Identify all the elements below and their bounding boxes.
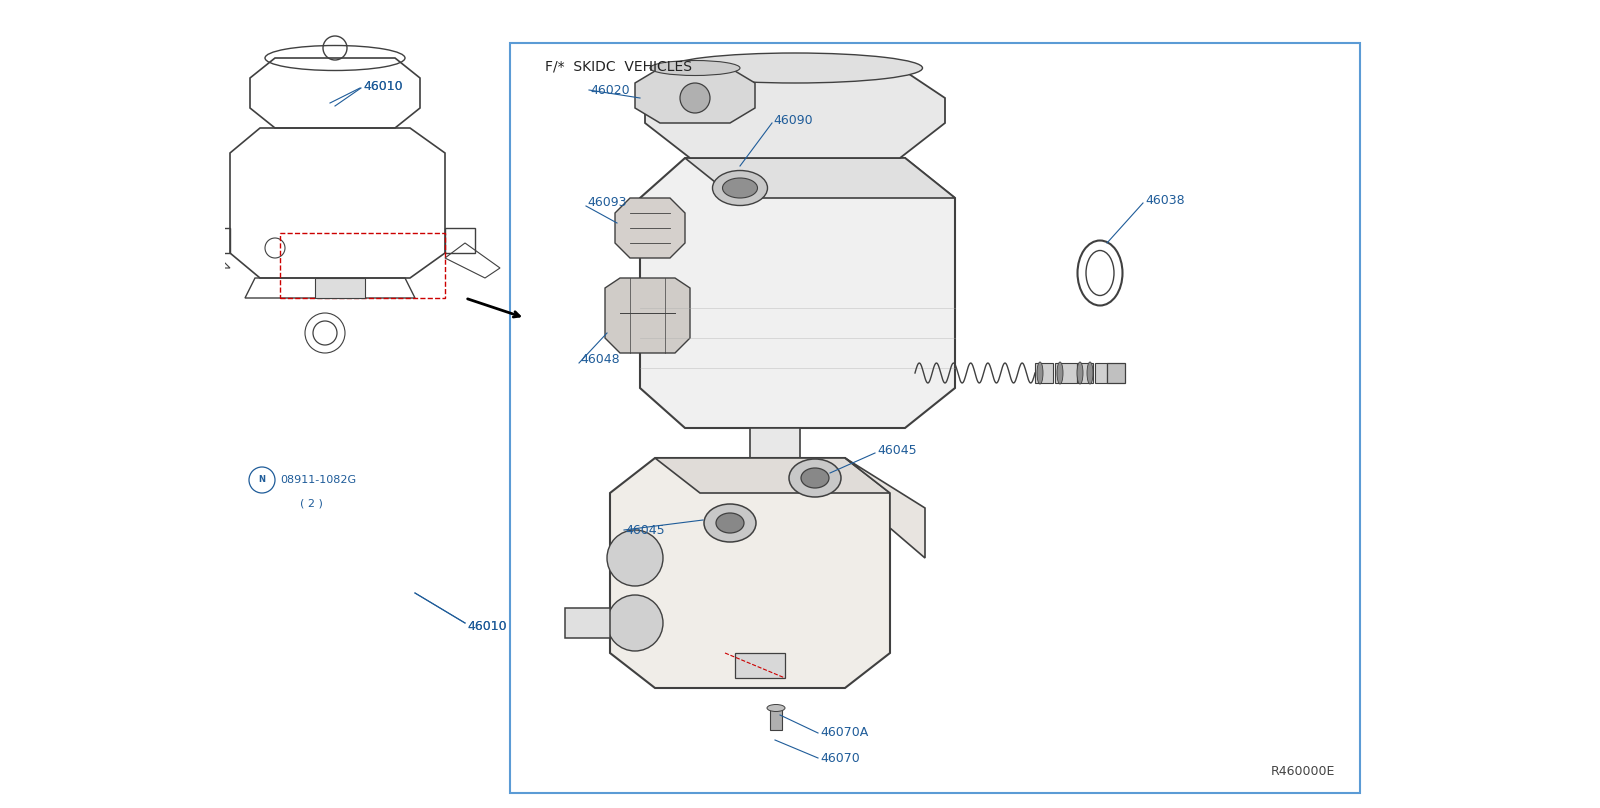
Polygon shape (635, 68, 755, 123)
Polygon shape (1107, 363, 1125, 383)
Text: 46093: 46093 (587, 196, 627, 209)
Ellipse shape (1058, 362, 1062, 384)
Polygon shape (654, 458, 890, 493)
Ellipse shape (802, 468, 829, 488)
Polygon shape (1035, 363, 1053, 383)
Text: 46010: 46010 (363, 79, 403, 92)
Ellipse shape (1037, 362, 1043, 384)
Circle shape (680, 83, 710, 113)
Text: F/*  SKIDC  VEHICLES: F/* SKIDC VEHICLES (546, 59, 691, 73)
Text: N: N (259, 475, 266, 485)
Text: 46038: 46038 (1146, 193, 1184, 207)
Text: 46070: 46070 (819, 751, 859, 764)
Ellipse shape (667, 53, 923, 83)
Polygon shape (734, 653, 786, 678)
Polygon shape (565, 608, 610, 638)
Text: 46045: 46045 (877, 444, 917, 457)
Text: 08911-1082G: 08911-1082G (280, 475, 357, 485)
Polygon shape (1054, 363, 1077, 383)
Ellipse shape (717, 513, 744, 533)
Text: 46048: 46048 (579, 353, 619, 367)
Polygon shape (645, 68, 946, 158)
Polygon shape (605, 278, 690, 353)
Text: 46020: 46020 (590, 83, 630, 96)
Polygon shape (614, 198, 685, 258)
Text: ( 2 ): ( 2 ) (301, 498, 323, 508)
Polygon shape (845, 458, 925, 558)
Text: R460000E: R460000E (1270, 765, 1334, 778)
Polygon shape (685, 158, 955, 198)
Text: 46045: 46045 (626, 524, 664, 537)
Ellipse shape (789, 459, 842, 497)
Ellipse shape (723, 178, 757, 198)
Polygon shape (640, 158, 955, 428)
Ellipse shape (1077, 362, 1083, 384)
Circle shape (606, 595, 662, 651)
Ellipse shape (704, 504, 757, 542)
Polygon shape (1077, 363, 1093, 383)
Circle shape (606, 530, 662, 586)
Text: 46010: 46010 (467, 620, 507, 633)
Text: 46090: 46090 (773, 113, 813, 127)
Text: 46010: 46010 (363, 79, 403, 92)
Polygon shape (315, 278, 365, 298)
Polygon shape (1094, 363, 1107, 383)
Polygon shape (750, 428, 800, 498)
Text: 46010: 46010 (467, 620, 507, 633)
Polygon shape (770, 708, 782, 730)
Ellipse shape (712, 170, 768, 205)
Polygon shape (610, 458, 890, 688)
Ellipse shape (650, 61, 739, 75)
Ellipse shape (1086, 362, 1093, 384)
Text: 46070A: 46070A (819, 726, 869, 739)
Ellipse shape (766, 705, 786, 712)
